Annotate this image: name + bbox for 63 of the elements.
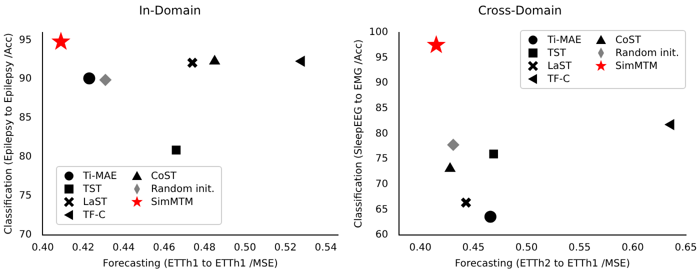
x-tick-label: 0.46: [152, 242, 176, 254]
y-tick-label: 95: [18, 34, 32, 46]
y-tick-label: 90: [18, 74, 32, 85]
legend-label: CoST: [615, 34, 641, 46]
point: [426, 35, 446, 54]
y-tick-label: 85: [18, 112, 32, 124]
y-tick-label: 60: [375, 230, 388, 241]
point: [664, 119, 674, 130]
y-tick-label: 70: [18, 230, 32, 241]
legend-label: Ti-MAE: [547, 34, 582, 46]
x-tick-label: 0.42: [72, 242, 94, 254]
legend-label: TF-C: [83, 210, 106, 220]
chart-title: Cross-Domain: [478, 3, 562, 18]
x-tick-label: 0.50: [234, 242, 256, 254]
legend-label: Random init.: [150, 184, 215, 194]
x-tick-label: 0.40: [409, 242, 432, 254]
x-tick-label: 0.54: [314, 242, 337, 254]
y-tick-label: 80: [375, 128, 388, 140]
x-tick-label: 0.44: [112, 242, 135, 254]
point: [99, 74, 112, 86]
legend-label: SimMTM: [615, 60, 658, 72]
legend-label: LaST: [547, 60, 572, 72]
chart-title: In-Domain: [138, 3, 202, 18]
y-tick-label: 75: [375, 154, 388, 165]
x-tick-label: 0.52: [274, 242, 297, 254]
y-tick-label: 85: [375, 102, 388, 114]
x-tick-label: 0.60: [622, 242, 644, 254]
point: [83, 72, 96, 84]
point: [489, 150, 498, 158]
x-axis-title: Forecasting (ETTh1 to ETTh1 /MSE): [102, 258, 278, 270]
x-tick-label: 0.40: [32, 242, 54, 254]
legend-label: TF-C: [547, 74, 570, 84]
y-axis-title: Classification (SleepEEG to EMG /Acc): [354, 39, 365, 228]
y-tick-label: 75: [18, 190, 32, 202]
point: [51, 32, 70, 50]
legend-label: TST: [83, 184, 102, 194]
x-tick-label: 0.48: [193, 242, 216, 254]
point: [209, 55, 220, 64]
y-tick-label: 65: [375, 204, 388, 216]
point: [296, 56, 305, 66]
point: [460, 196, 472, 208]
point: [484, 210, 496, 223]
y-tick-label: 70: [375, 178, 388, 190]
legend-label: Ti-MAE: [83, 170, 117, 182]
point: [447, 138, 460, 151]
point: [172, 146, 181, 154]
x-tick-label: 0.65: [674, 242, 697, 254]
y-axis-title: Classification (Epilepsy to Epilepsy /Acc): [4, 32, 15, 234]
legend-label: CoST: [150, 170, 177, 182]
x-tick-label: 0.55: [568, 242, 591, 254]
y-tick-label: 95: [375, 52, 388, 64]
legend-label: TST: [547, 48, 566, 58]
x-axis-title: Forecasting (ETTh2 to ETTh1 /MSE): [454, 258, 630, 270]
legend-label: LaST: [83, 196, 108, 208]
y-tick-label: 90: [375, 78, 388, 89]
legend-label: Random init.: [615, 48, 679, 58]
y-tick-label: 100: [368, 26, 388, 38]
x-tick-label: 0.45: [462, 242, 485, 254]
y-tick-label: 80: [18, 152, 32, 163]
point: [186, 57, 198, 68]
legend-label: SimMTM: [150, 196, 194, 208]
point: [444, 162, 456, 172]
x-tick-label: 0.50: [515, 242, 538, 254]
